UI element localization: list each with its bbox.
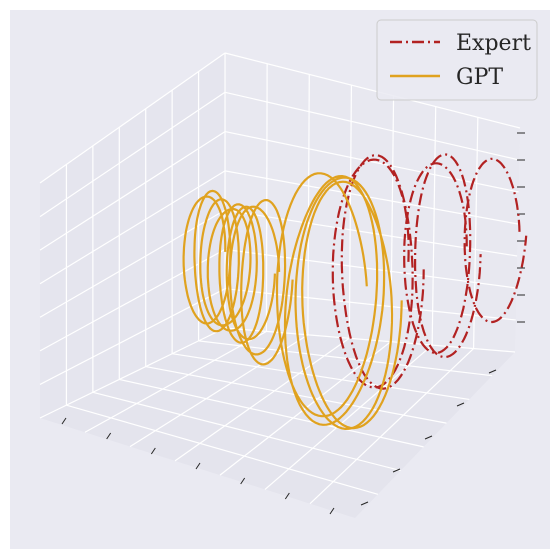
- legend-label-expert: Expert: [456, 31, 531, 56]
- grid-line: [265, 63, 268, 332]
- axis-ticks: [61, 132, 525, 515]
- y-axis-tick: [456, 402, 465, 407]
- series-line-gpt-loop-3: [275, 172, 403, 430]
- grid-line: [129, 334, 309, 448]
- pane-edge: [39, 327, 226, 419]
- grid-line: [39, 131, 226, 251]
- left-pane: [40, 53, 225, 418]
- legend: Expert GPT: [376, 19, 538, 101]
- grid-line: [39, 170, 226, 285]
- legend-label-gpt: GPT: [456, 65, 503, 90]
- grid-line: [39, 288, 226, 385]
- pane-edge: [224, 52, 521, 129]
- x-axis-tick: [329, 507, 335, 515]
- grid-line: [92, 391, 401, 472]
- x-axis-tick: [61, 417, 67, 425]
- back-pane: [225, 53, 520, 352]
- series-line-expert-loop-3: [463, 157, 528, 324]
- grid-line: [307, 74, 310, 335]
- series-line-expert-loop-2: [403, 153, 482, 359]
- y-axis-tick: [424, 435, 433, 440]
- grid-line: [172, 353, 470, 401]
- grid-lines: [39, 52, 521, 505]
- grid-line: [309, 348, 474, 505]
- grid-line: [224, 130, 519, 193]
- y-axis-tick: [360, 501, 369, 506]
- x-axis-tick: [240, 477, 246, 485]
- grid-line: [84, 330, 267, 433]
- x-axis-tick: [106, 432, 112, 440]
- grid-line: [39, 209, 226, 318]
- grid-line: [174, 337, 350, 462]
- series-line-gpt-loop-2: [228, 199, 294, 366]
- grid-line: [224, 209, 518, 257]
- grid-line: [39, 91, 226, 218]
- x-axis-tick: [150, 447, 156, 455]
- grid-line: [431, 106, 437, 346]
- y-axis-tick: [392, 468, 401, 473]
- series-group: [182, 153, 528, 430]
- grid-line: [224, 91, 520, 161]
- x-axis-tick: [284, 492, 290, 500]
- grid-line: [119, 378, 424, 448]
- x-axis-tick: [195, 462, 201, 470]
- y-axis-tick: [488, 369, 497, 374]
- grid-line: [224, 170, 518, 225]
- grid-line: [66, 404, 379, 495]
- legend-frame: [376, 19, 538, 101]
- grid-line: [472, 117, 479, 349]
- pane-edge: [39, 52, 226, 184]
- grid-line: [348, 85, 353, 339]
- series-gpt: [182, 172, 403, 430]
